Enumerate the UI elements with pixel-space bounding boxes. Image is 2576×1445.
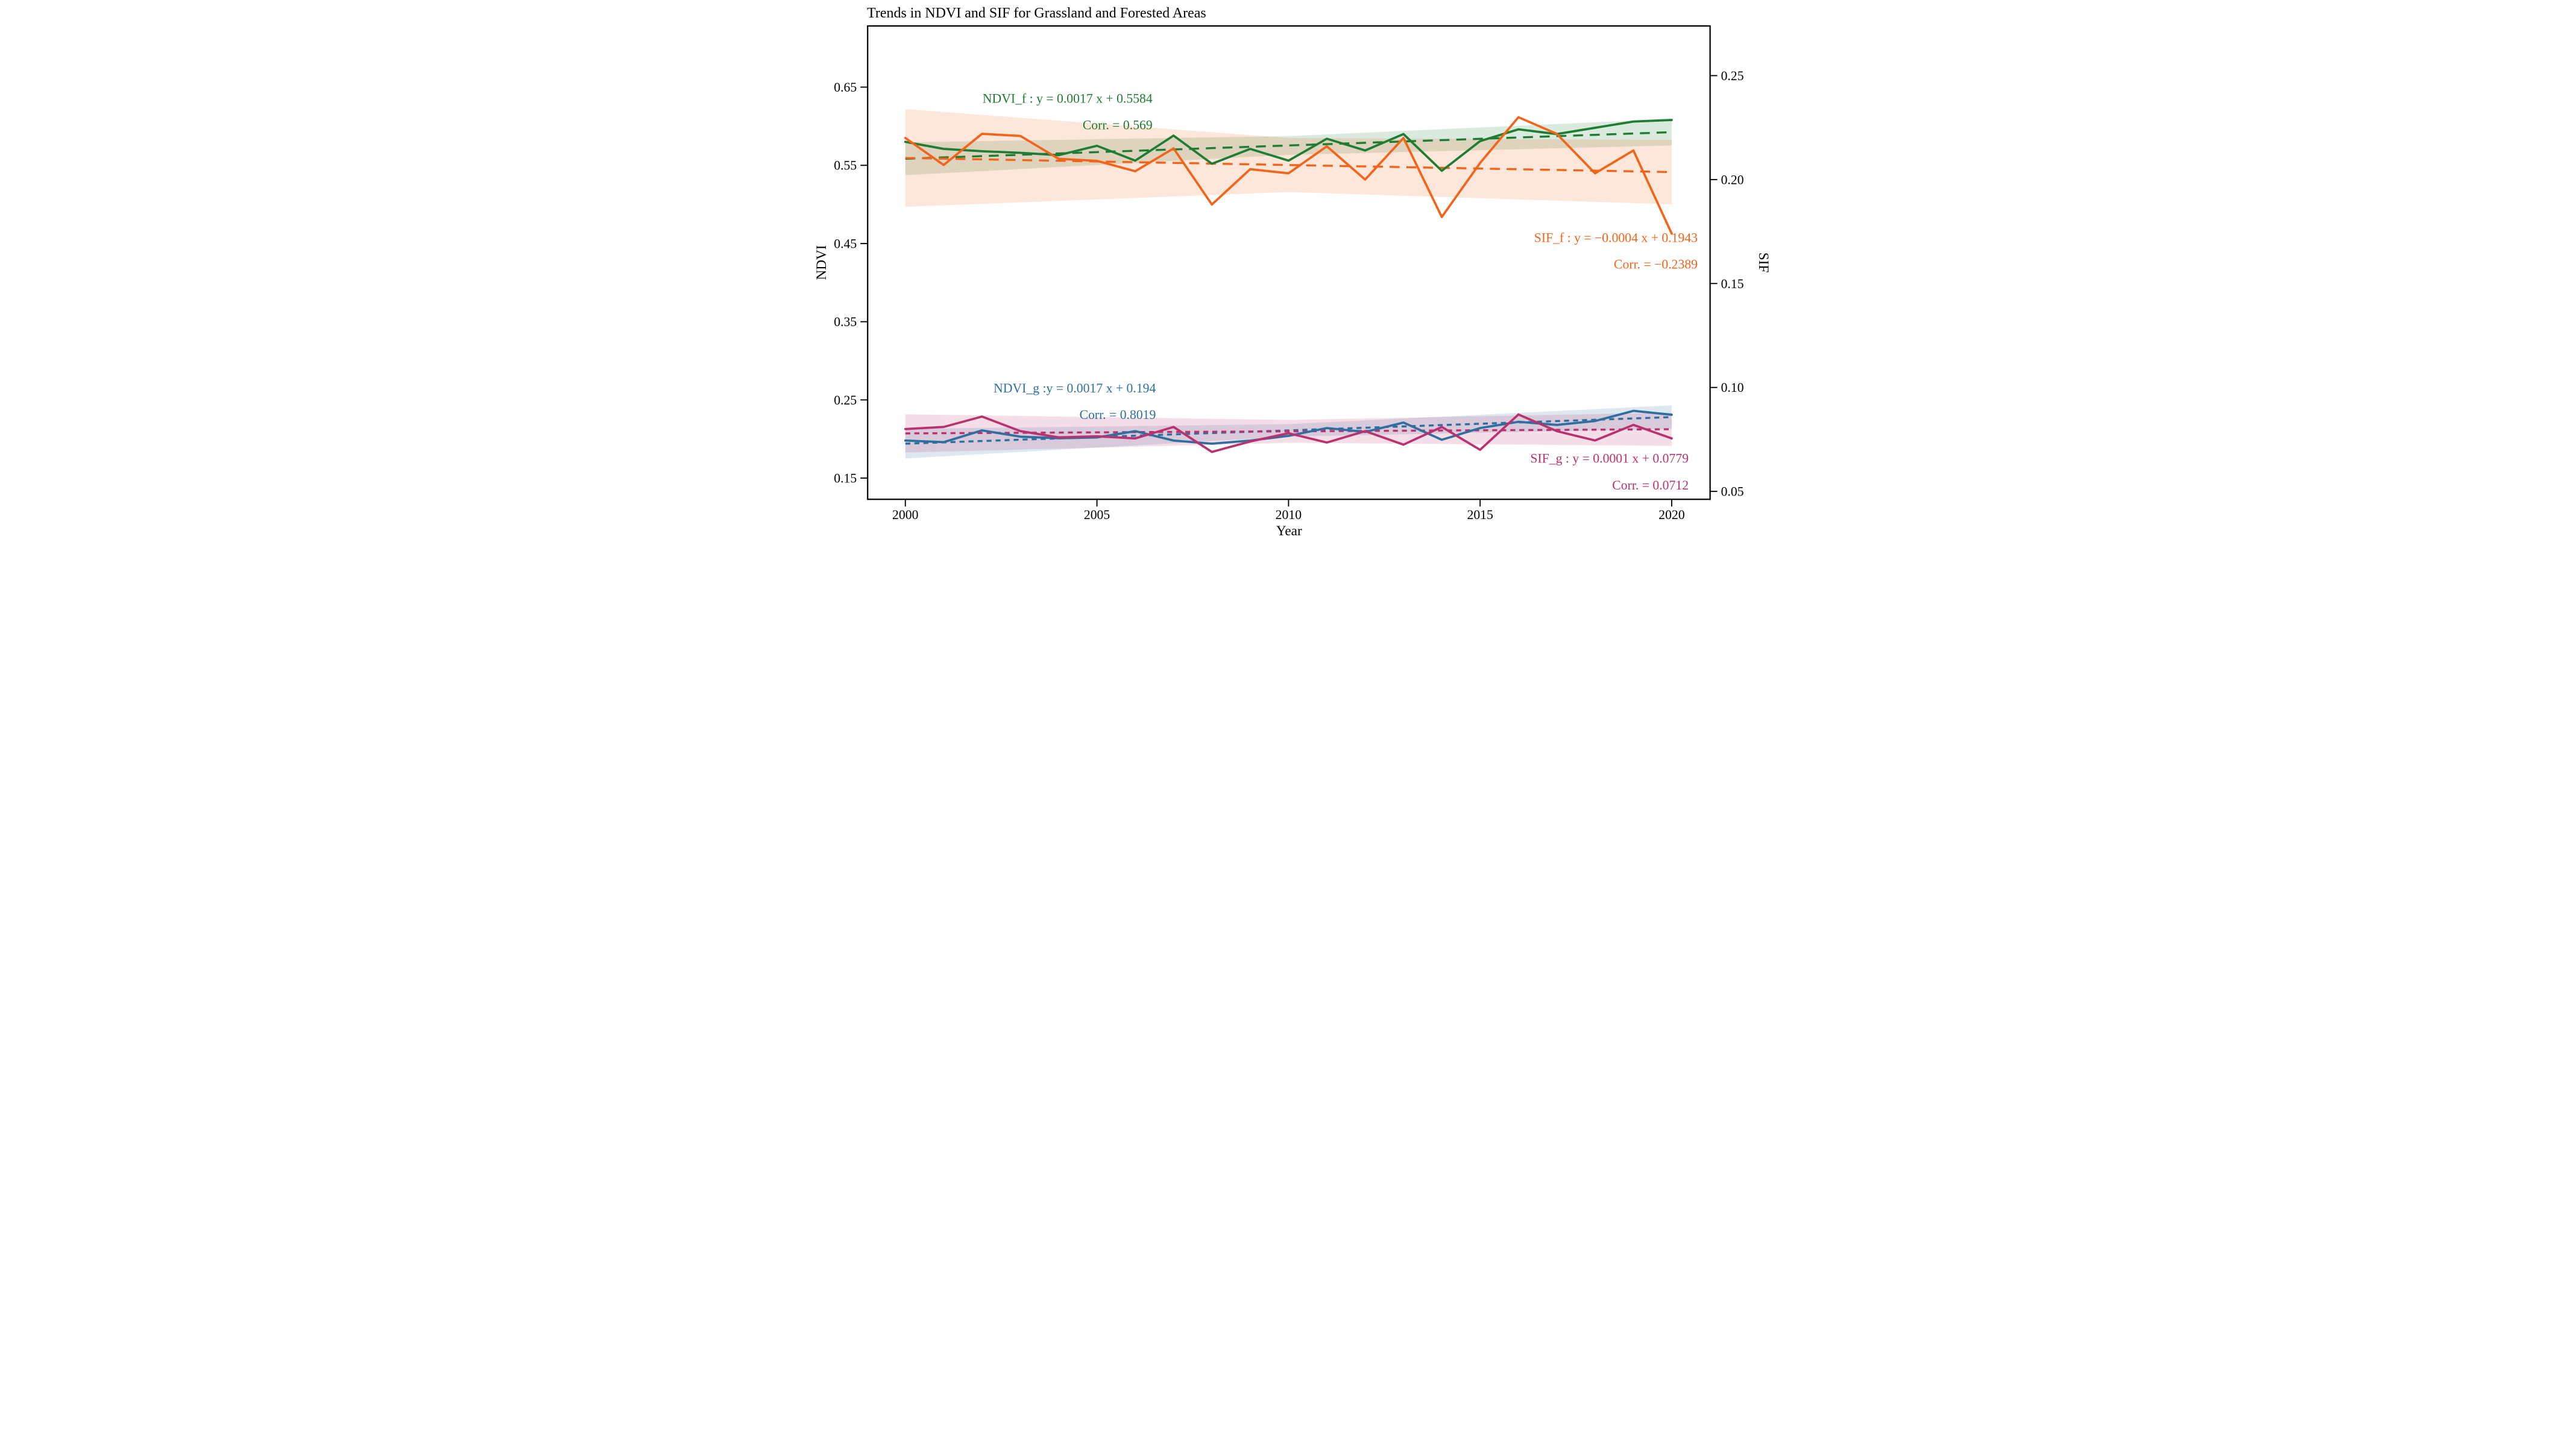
y-right-tick-label: 0.25 — [1721, 69, 1743, 83]
y-right-tick-label: 0.10 — [1721, 380, 1743, 395]
y-right-tick-label: 0.05 — [1721, 485, 1743, 499]
annotation-sif-f-equation: SIF_f : y = −0.0004 x + 0.1943 — [1534, 230, 1697, 245]
chart-svg: 2000 2005 2010 2015 2020 0.65 0.55 0.45 0.35 0.25… — [805, 0, 1771, 541]
x-axis-label: Year — [1276, 523, 1302, 539]
y-left-tick-label: 0.45 — [834, 236, 857, 251]
sif_g-line — [904, 413, 1673, 453]
y-left-tick-label: 0.25 — [834, 393, 857, 408]
y-left-tick-label: 0.65 — [834, 80, 857, 95]
figure: 2000 2005 2010 2015 2020 0.65 0.55 0.45 0.35 0.25… — [805, 0, 1771, 541]
y-right-tick-label: 0.20 — [1721, 172, 1743, 187]
sif_f-confidence-band — [905, 109, 1672, 207]
chart-title: Trends in NDVI and SIF for Grassland and… — [867, 5, 1206, 21]
x-tick-label: 2005 — [1083, 508, 1109, 522]
x-tick-label: 2020 — [1658, 508, 1685, 522]
y-axis-right-label: SIF — [1755, 253, 1770, 273]
annotation-sif-g-corr: Corr. = 0.0712 — [1612, 478, 1689, 493]
x-tick-label: 2000 — [892, 508, 919, 522]
annotation-ndvi-f-corr: Corr. = 0.569 — [1082, 118, 1152, 133]
axes: 2000 2005 2010 2015 2020 0.65 0.55 0.45 0.35 0.25… — [834, 25, 1743, 522]
y-left-tick-label: 0.55 — [834, 159, 857, 173]
y-left-tick-label: 0.35 — [834, 315, 857, 329]
x-tick-label: 2010 — [1275, 508, 1302, 522]
ndvi_f-trend-line — [905, 131, 1672, 160]
data-lines — [904, 116, 1673, 453]
annotation-ndvi-g-equation: NDVI_g :y = 0.0017 x + 0.194 — [994, 381, 1156, 395]
annotation-sif-f-corr: Corr. = −0.2389 — [1614, 257, 1698, 272]
ndvi_g-line — [904, 409, 1673, 445]
y-axis-left-label: NDVI — [813, 245, 829, 280]
sif_f-line — [904, 116, 1673, 235]
y-left-tick-label: 0.15 — [834, 471, 857, 486]
ndvi_f-line — [904, 119, 1673, 172]
annotation-ndvi-g-corr: Corr. = 0.8019 — [1079, 408, 1156, 422]
sif_f-trend-line — [905, 157, 1672, 174]
annotation-ndvi-f-equation: NDVI_f : y = 0.0017 x + 0.5584 — [982, 91, 1152, 105]
x-tick-label: 2015 — [1467, 508, 1493, 522]
y-right-tick-label: 0.15 — [1721, 277, 1743, 291]
annotation-sif-g-equation: SIF_g : y = 0.0001 x + 0.0779 — [1530, 452, 1689, 466]
